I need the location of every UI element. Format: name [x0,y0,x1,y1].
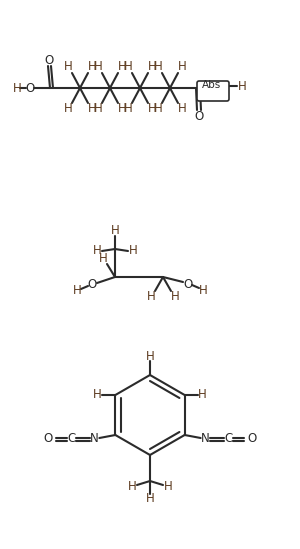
Text: H: H [171,289,179,302]
Text: H: H [128,479,136,492]
Text: H: H [13,81,21,94]
Text: Abs: Abs [202,80,222,90]
Text: H: H [154,60,162,74]
Text: H: H [178,103,186,115]
Text: H: H [124,60,132,74]
Text: N: N [90,432,99,445]
Text: O: O [194,109,204,122]
Text: H: H [198,389,207,401]
Text: H: H [164,479,172,492]
Text: H: H [154,103,162,115]
Text: O: O [44,432,53,445]
Text: O: O [87,278,97,292]
Text: H: H [178,60,186,74]
Text: C: C [67,432,76,445]
Text: O: O [26,81,34,94]
Text: H: H [88,103,96,115]
Text: H: H [94,60,102,74]
Text: H: H [99,251,107,265]
Text: H: H [146,491,154,505]
Text: H: H [124,103,132,115]
Text: H: H [118,60,126,74]
Text: H: H [238,80,246,92]
Text: H: H [146,350,154,362]
Text: O: O [247,432,256,445]
Text: C: C [224,432,233,445]
Text: N: N [201,432,210,445]
Text: H: H [88,60,96,74]
Text: H: H [111,225,119,238]
Text: H: H [93,244,101,257]
Text: O: O [183,277,193,290]
Text: H: H [118,103,126,115]
Text: O: O [44,53,54,66]
Text: H: H [73,284,81,298]
Text: H: H [129,244,137,257]
Text: H: H [93,389,102,401]
Text: H: H [64,60,72,74]
Text: H: H [94,103,102,115]
FancyBboxPatch shape [197,81,229,101]
Text: H: H [199,283,207,296]
Text: H: H [147,289,155,302]
Text: H: H [64,103,72,115]
Text: H: H [148,103,156,115]
Text: H: H [148,60,156,74]
